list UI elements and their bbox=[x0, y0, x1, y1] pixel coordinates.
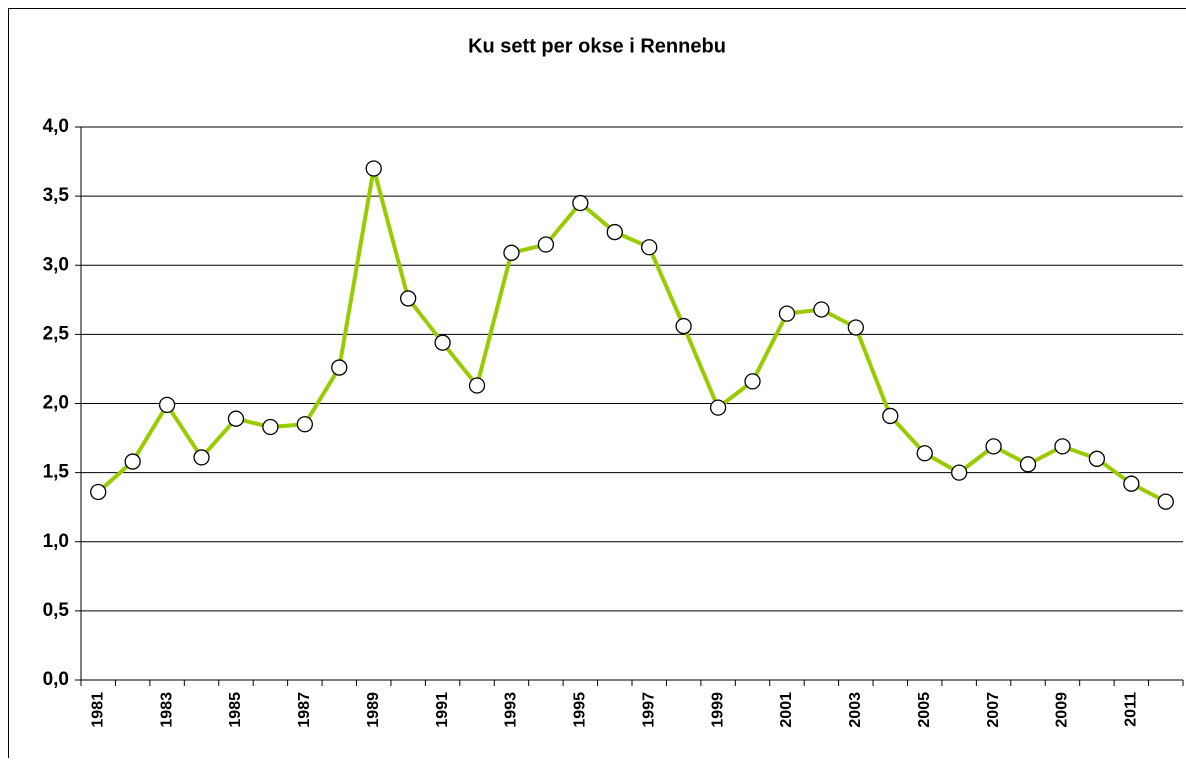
marker bbox=[952, 465, 967, 480]
y-tick-label: 0,5 bbox=[43, 600, 70, 621]
marker bbox=[538, 237, 553, 252]
marker bbox=[607, 225, 622, 240]
x-tick-label: 2001 bbox=[778, 692, 795, 728]
x-tick-label: 1991 bbox=[434, 692, 451, 728]
marker bbox=[917, 446, 932, 461]
x-tick-label: 1981 bbox=[89, 692, 106, 728]
x-tick-label: 1983 bbox=[158, 692, 175, 728]
x-tick-label: 1987 bbox=[296, 692, 313, 728]
marker bbox=[814, 302, 829, 317]
marker bbox=[160, 397, 175, 412]
chart-title: Ku sett per okse i Rennebu bbox=[468, 35, 726, 57]
marker bbox=[297, 417, 312, 432]
y-tick-label: 4,0 bbox=[43, 116, 69, 137]
marker bbox=[1021, 457, 1036, 472]
marker bbox=[642, 240, 657, 255]
chart-frame bbox=[9, 9, 1186, 759]
marker bbox=[1158, 494, 1173, 509]
y-tick-label: 2,5 bbox=[43, 323, 70, 344]
marker bbox=[745, 374, 760, 389]
y-tick-label: 2,0 bbox=[43, 393, 69, 414]
marker bbox=[263, 420, 278, 435]
x-tick-label: 1999 bbox=[709, 692, 726, 728]
marker bbox=[711, 400, 726, 415]
y-tick-label: 1,5 bbox=[43, 462, 70, 483]
y-tick-label: 3,5 bbox=[43, 185, 70, 206]
x-tick-label: 2011 bbox=[1123, 692, 1140, 727]
marker bbox=[228, 411, 243, 426]
x-tick-label: 2003 bbox=[847, 692, 864, 728]
x-tick-label: 1995 bbox=[572, 692, 589, 728]
marker bbox=[1089, 451, 1104, 466]
x-tick-label: 1985 bbox=[227, 692, 244, 728]
marker bbox=[986, 439, 1001, 454]
marker bbox=[125, 454, 140, 469]
marker bbox=[366, 161, 381, 176]
marker bbox=[91, 484, 106, 499]
marker bbox=[504, 245, 519, 260]
marker bbox=[332, 360, 347, 375]
marker bbox=[848, 320, 863, 335]
x-tick-label: 1997 bbox=[640, 692, 657, 728]
marker bbox=[883, 408, 898, 423]
marker bbox=[470, 378, 485, 393]
marker bbox=[1055, 439, 1070, 454]
marker bbox=[1124, 476, 1139, 491]
y-tick-label: 0,0 bbox=[43, 669, 69, 690]
marker bbox=[573, 196, 588, 211]
x-tick-label: 2005 bbox=[916, 692, 933, 728]
marker bbox=[676, 319, 691, 334]
marker bbox=[435, 335, 450, 350]
marker bbox=[401, 291, 416, 306]
marker bbox=[194, 450, 209, 465]
y-tick-label: 3,0 bbox=[43, 254, 69, 275]
marker bbox=[779, 306, 794, 321]
x-tick-label: 2007 bbox=[985, 692, 1002, 728]
y-tick-label: 1,0 bbox=[43, 531, 69, 552]
x-tick-label: 1993 bbox=[503, 692, 520, 728]
x-tick-label: 2009 bbox=[1054, 692, 1071, 728]
x-tick-label: 1989 bbox=[365, 692, 382, 728]
